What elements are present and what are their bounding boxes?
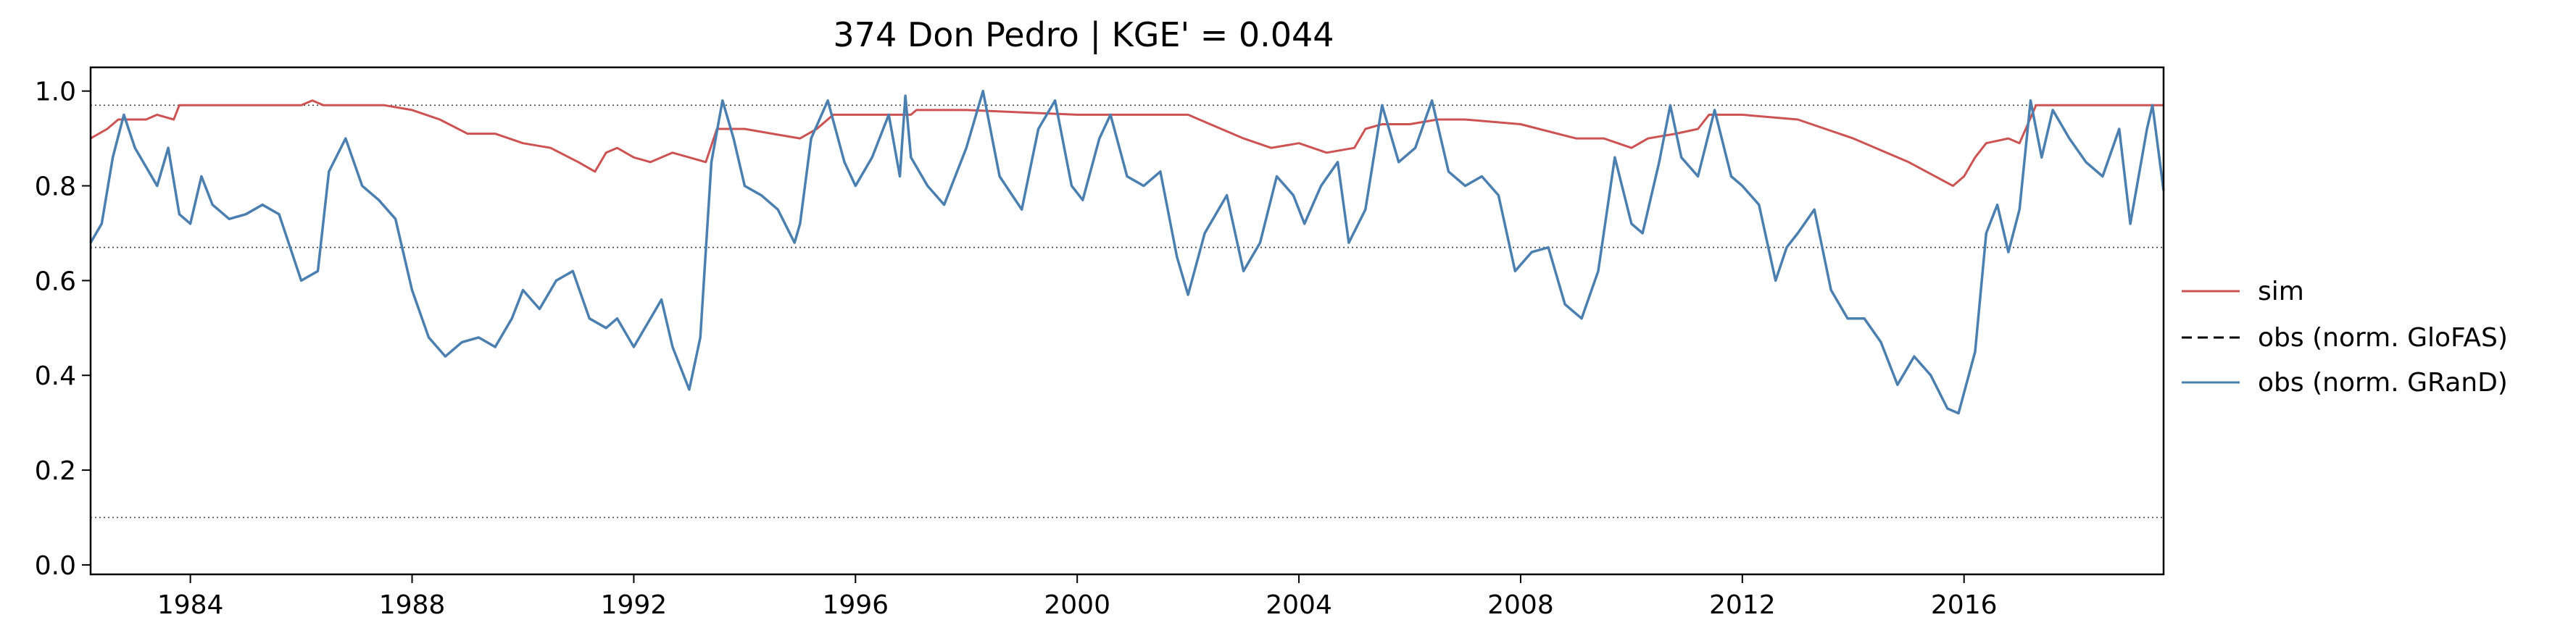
legend-label-obs-glofas: obs (norm. GloFAS) <box>2258 323 2508 353</box>
x-tick-label-2000: 2000 <box>1044 590 1110 620</box>
x-tick-label-2004: 2004 <box>1266 590 1332 620</box>
x-axis: 1984 1988 1992 1996 2000 2004 2008 2012 2016 <box>157 574 1998 620</box>
y-tick-label-0: 0.0 <box>35 551 76 581</box>
y-tick-label-3: 0.6 <box>35 267 76 296</box>
legend: sim obs (norm. GloFAS) obs (norm. GRanD) <box>2182 277 2508 398</box>
x-tick-label-2012: 2012 <box>1709 590 1776 620</box>
legend-label-obs-grand: obs (norm. GRanD) <box>2258 368 2508 398</box>
series-line-2 <box>89 89 2165 415</box>
x-tick-label-1988: 1988 <box>379 590 446 620</box>
y-tick-label-4: 0.8 <box>35 172 76 202</box>
y-axis: 0.0 0.2 0.4 0.6 0.8 1.0 <box>35 77 91 581</box>
y-tick-label-5: 1.0 <box>35 77 76 107</box>
x-tick-label-1992: 1992 <box>601 590 668 620</box>
legend-label-sim: sim <box>2258 277 2304 306</box>
plot-frame <box>89 66 2165 576</box>
x-tick-label-1984: 1984 <box>157 590 224 620</box>
chart-title: 374 Don Pedro | KGE' = 0.044 <box>833 15 1334 55</box>
reference-lines <box>91 104 2164 519</box>
x-tick-label-1996: 1996 <box>822 590 889 620</box>
x-tick-label-2016: 2016 <box>1931 590 1998 620</box>
y-tick-label-2: 0.4 <box>35 361 76 391</box>
series-line-0 <box>90 99 2164 188</box>
series-layer <box>89 89 2165 415</box>
plot-area <box>89 66 2165 576</box>
x-tick-label-2008: 2008 <box>1487 590 1554 620</box>
y-tick-label-1: 0.2 <box>35 456 76 486</box>
